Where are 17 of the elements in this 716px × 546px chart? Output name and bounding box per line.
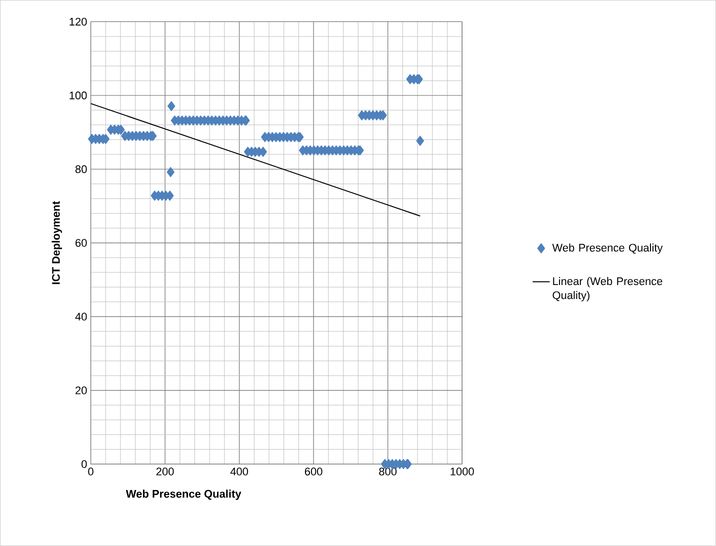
y-tick-label: 20	[76, 386, 87, 394]
y-tick-label: 80	[75, 165, 87, 174]
legend-label: Linear (Web Presence Quality)	[552, 277, 662, 302]
legend-label: Web Presence Quality	[552, 244, 663, 254]
y-axis-title: ICT Deployment	[52, 201, 62, 284]
x-tick-label: 1000	[450, 468, 474, 476]
x-axis-title: Web Presence Quality	[126, 490, 242, 500]
y-tick-label: 60	[76, 239, 87, 247]
y-tick-label: 0	[82, 460, 87, 468]
y-tick-label: 100	[70, 92, 87, 100]
x-tick-label: 800	[379, 468, 397, 476]
x-tick-label: 400	[230, 468, 248, 476]
x-tick-label: 200	[156, 468, 174, 476]
y-tick-label: 40	[75, 312, 87, 321]
x-tick-label: 0	[88, 468, 94, 476]
y-tick-label: 120	[70, 18, 87, 26]
x-tick-label: 600	[304, 468, 322, 476]
